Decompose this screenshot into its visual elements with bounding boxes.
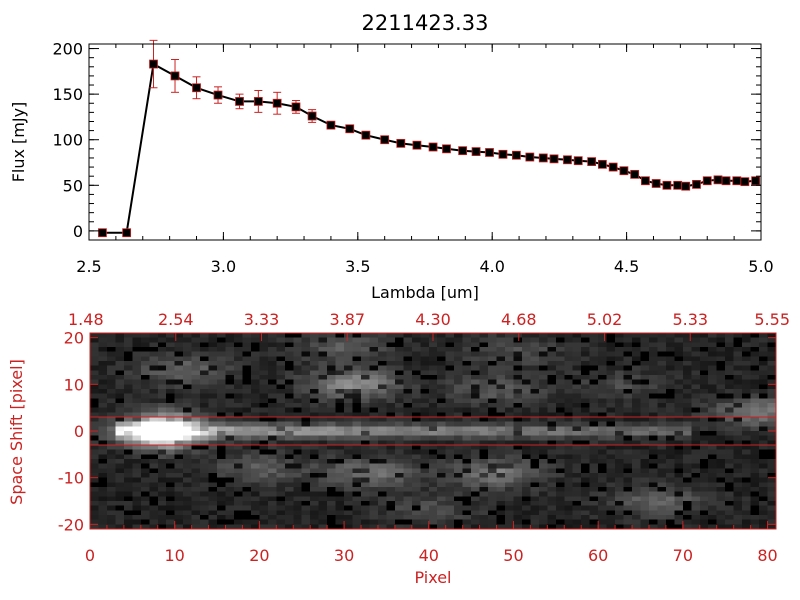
image-x-tick-label: 30	[334, 546, 354, 565]
heatmap-image	[90, 333, 776, 529]
data-point	[573, 156, 583, 166]
spectrum-y-tick-label: 0	[73, 222, 83, 241]
image-y-axis-label: Space Shift [pixel]	[7, 359, 26, 505]
spectrum-x-tick-label: 5.0	[748, 257, 773, 276]
data-point	[428, 142, 438, 152]
spectrum-x-tick-label: 4.5	[614, 257, 639, 276]
data-point	[702, 176, 712, 186]
data-point	[608, 162, 618, 172]
data-point	[471, 147, 481, 156]
image-top-tick-label: 3.87	[329, 310, 365, 329]
data-point	[498, 149, 508, 159]
data-point	[235, 97, 244, 106]
spectrum-x-tick-label: 4.0	[479, 257, 504, 276]
data-point	[458, 146, 468, 156]
data-point	[740, 177, 750, 187]
data-point	[511, 150, 521, 160]
data-point	[170, 71, 180, 81]
extraction-window	[90, 416, 776, 446]
data-point	[681, 181, 691, 191]
data-point	[442, 144, 451, 154]
data-point	[538, 153, 548, 163]
image-top-tick-label: 4.68	[501, 310, 537, 329]
image-x-tick-label: 20	[249, 546, 269, 565]
spectrum-x-tick-label: 3.5	[345, 257, 370, 276]
data-point	[253, 97, 263, 106]
image-x-tick-label: 40	[419, 546, 439, 565]
data-point	[525, 152, 535, 162]
data-point	[598, 159, 607, 169]
spectrum-plot-area	[98, 39, 761, 238]
data-point	[396, 138, 406, 148]
data-point	[98, 228, 107, 238]
spectrum-y-tick-label: 50	[63, 176, 83, 195]
image-top-tick-label: 4.30	[415, 310, 451, 329]
spectrum-title: 2211423.33	[362, 11, 489, 35]
image-top-tick-label: 1.48	[68, 310, 104, 329]
data-point	[549, 154, 559, 164]
data-point	[307, 111, 317, 121]
spectrum-y-ticks: 0 50 100 150 200	[52, 40, 761, 241]
image-x-tick-label: 80	[757, 546, 777, 565]
data-point	[732, 176, 742, 186]
data-point	[192, 83, 201, 93]
data-point	[721, 176, 731, 186]
image-x-tick-label: 60	[588, 546, 608, 565]
spectral-image	[90, 333, 776, 529]
data-point	[673, 180, 683, 190]
image-top-tick-label: 3.33	[244, 310, 280, 329]
spectrum-y-tick-label: 100	[52, 131, 83, 150]
data-point	[692, 179, 701, 189]
image-y-ticks: -20 -10 0 10 20	[58, 329, 776, 534]
spectrum-x-tick-label: 3.0	[211, 257, 236, 276]
spectrum-x-axis-label: Lambda [um]	[371, 283, 479, 302]
data-point	[485, 148, 494, 157]
data-point	[361, 130, 371, 140]
image-panel: 0 10 20 30 40 50 60 70 80 -20 -10 0 10 20 1.48 2.54 3.…	[7, 310, 790, 587]
image-top-tick-label: 5.55	[754, 310, 790, 329]
spectrum-panel: 2211423.33 2.5 3.0 3.5 4.0 4.5 5.0 0501001502…	[9, 11, 774, 302]
image-top-tick-label: 5.33	[672, 310, 708, 329]
data-point	[149, 59, 158, 69]
image-x-tick-label: 50	[503, 546, 523, 565]
image-y-tick-label: -20	[58, 515, 84, 534]
data-point	[122, 228, 132, 238]
image-y-tick-label: 0	[74, 422, 84, 441]
data-point	[272, 98, 282, 108]
spectrum-y-axis-label: Flux [mJy]	[9, 102, 28, 183]
data-point	[630, 169, 640, 179]
image-x-axis-label: Pixel	[414, 568, 451, 587]
data-point	[563, 155, 572, 165]
spectrum-x-ticks: 2.5 3.0 3.5 4.0 4.5 5.0	[76, 44, 774, 276]
image-x-tick-label: 0	[85, 546, 95, 565]
data-point	[326, 120, 336, 130]
data-point	[662, 180, 672, 190]
data-point	[751, 176, 761, 186]
data-point	[587, 157, 597, 167]
data-point	[213, 90, 223, 100]
image-top-tick-label: 2.54	[158, 310, 194, 329]
image-x-tick-label: 70	[673, 546, 693, 565]
image-y-tick-label: 20	[64, 329, 84, 348]
data-point	[345, 124, 355, 134]
data-point	[412, 140, 422, 150]
data-point	[291, 102, 301, 112]
spectrum-frame	[88, 43, 762, 241]
image-top-tick-label: 5.02	[587, 310, 623, 329]
image-x-ticks: 0 10 20 30 40 50 60 70 80	[85, 521, 778, 565]
image-x-tick-label: 10	[165, 546, 185, 565]
image-y-tick-label: 10	[64, 375, 84, 394]
spectrum-y-tick-label: 200	[52, 40, 83, 59]
data-point	[380, 135, 390, 145]
data-point	[619, 166, 629, 176]
data-point	[641, 176, 650, 186]
image-wavelength-ticks: 1.48 2.54 3.33 3.87 4.30 4.68 5.02 5.33 5.55	[68, 310, 790, 341]
spectrum-x-tick-label: 2.5	[76, 257, 101, 276]
data-point	[713, 175, 723, 185]
image-y-tick-label: -10	[58, 469, 84, 488]
data-point	[651, 179, 661, 188]
spectrum-y-tick-label: 150	[52, 85, 83, 104]
